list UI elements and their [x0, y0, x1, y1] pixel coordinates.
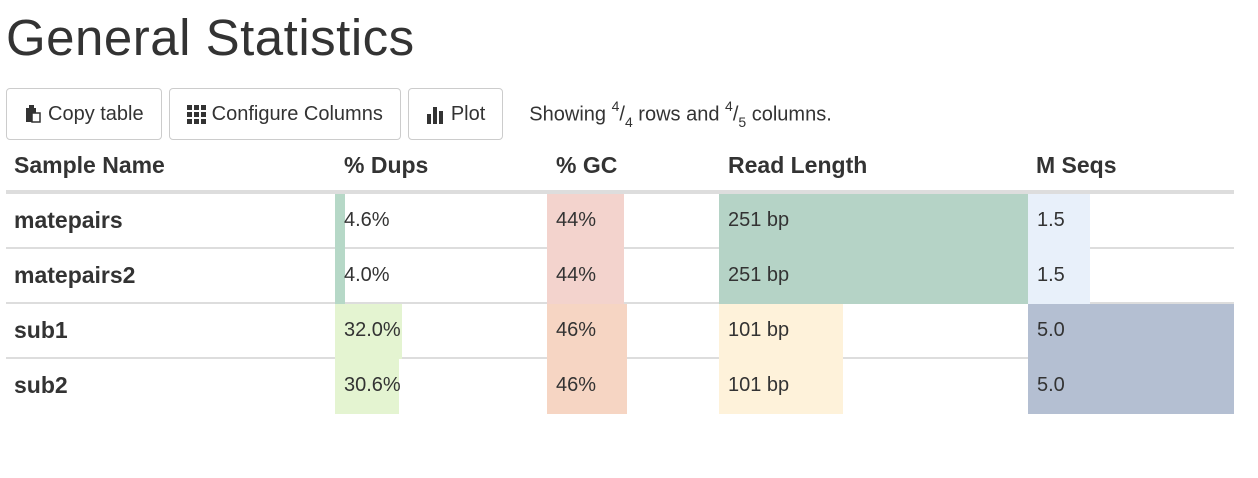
read-length-value: 251 bp	[728, 209, 790, 231]
gc-bar	[547, 304, 628, 359]
cols-shown: 4	[725, 97, 733, 114]
page-title: General Statistics	[6, 9, 415, 66]
read-length-value: 251 bp	[728, 264, 790, 286]
table-row: matepairs2 4.0% 44% 251 bp 1.5	[6, 249, 1234, 304]
clipboard-icon	[26, 105, 41, 123]
gc-value: 46%	[556, 374, 597, 396]
sample-name: sub1	[14, 317, 68, 343]
general-statistics-table: Sample Name % Dups % GC Read Length M Se…	[6, 140, 1234, 414]
dups-bar	[335, 194, 345, 249]
gc-bar	[547, 359, 628, 414]
table-row: sub2 30.6% 46% 101 bp 5.0	[6, 359, 1234, 414]
read-length-bar	[719, 194, 1028, 249]
m-seqs-value: 1.5	[1037, 264, 1065, 286]
header-m-seqs[interactable]: M Seqs	[1036, 151, 1117, 178]
table-toolbar: Copy table Configure Columns Plot Showin…	[6, 88, 832, 140]
m-seqs-value: 5.0	[1037, 319, 1065, 341]
m-seqs-bar	[1028, 359, 1234, 414]
header-dups[interactable]: % Dups	[344, 151, 429, 178]
plot-button[interactable]: Plot	[407, 88, 504, 140]
m-seqs-bar	[1028, 304, 1234, 359]
m-seqs-bar	[1028, 249, 1090, 304]
read-length-bar	[719, 249, 1028, 304]
read-length-value: 101 bp	[728, 374, 790, 396]
copy-table-label: Copy table	[48, 102, 144, 125]
gc-value: 46%	[556, 319, 597, 341]
header-sample-name[interactable]: Sample Name	[14, 151, 165, 178]
sample-name: sub2	[14, 372, 68, 398]
dups-value: 32.0%	[344, 319, 401, 341]
m-seqs-bar	[1028, 194, 1090, 249]
sample-name: matepairs	[14, 207, 123, 233]
table-header: Sample Name % Dups % GC Read Length M Se…	[6, 140, 1234, 194]
table-row: matepairs 4.6% 44% 251 bp 1.5	[6, 194, 1234, 249]
m-seqs-value: 5.0	[1037, 374, 1065, 396]
read-length-value: 101 bp	[728, 319, 790, 341]
m-seqs-value: 1.5	[1037, 209, 1065, 231]
header-read-length[interactable]: Read Length	[728, 151, 868, 178]
status-rows-word: rows and	[638, 103, 720, 126]
table-body: matepairs 4.6% 44% 251 bp 1.5 matepairs2 4.0% 4…	[6, 194, 1234, 414]
configure-columns-button[interactable]: Configure Columns	[168, 88, 401, 140]
bar-chart-icon	[426, 106, 443, 124]
grid-icon	[186, 104, 206, 124]
gc-value: 44%	[556, 264, 597, 286]
table-row: sub1 32.0% 46% 101 bp 5.0	[6, 304, 1234, 359]
gc-bar	[547, 194, 624, 249]
read-length-bar	[719, 304, 843, 359]
rows-shown: 4	[611, 97, 620, 114]
dups-value: 4.6%	[344, 209, 390, 231]
gc-value: 44%	[556, 209, 597, 231]
plot-label: Plot	[450, 102, 486, 125]
dups-bar	[335, 304, 403, 359]
dups-bar	[335, 249, 345, 304]
dups-value: 30.6%	[344, 374, 401, 396]
configure-columns-label: Configure Columns	[211, 102, 383, 125]
header-gc[interactable]: % GC	[556, 151, 618, 178]
read-length-bar	[719, 359, 843, 414]
gc-bar	[547, 249, 624, 304]
status-cols-word: columns.	[751, 103, 832, 126]
sample-name: matepairs2	[14, 262, 136, 288]
copy-table-button[interactable]: Copy table	[6, 88, 162, 140]
dups-value: 4.0%	[344, 264, 390, 286]
cols-total: 5	[738, 114, 747, 131]
rows-total: 4	[624, 114, 633, 131]
table-status-text: Showing 4/4 rows and 4/5 columns.	[529, 97, 832, 131]
dups-bar	[335, 359, 400, 414]
status-prefix: Showing	[529, 103, 607, 126]
